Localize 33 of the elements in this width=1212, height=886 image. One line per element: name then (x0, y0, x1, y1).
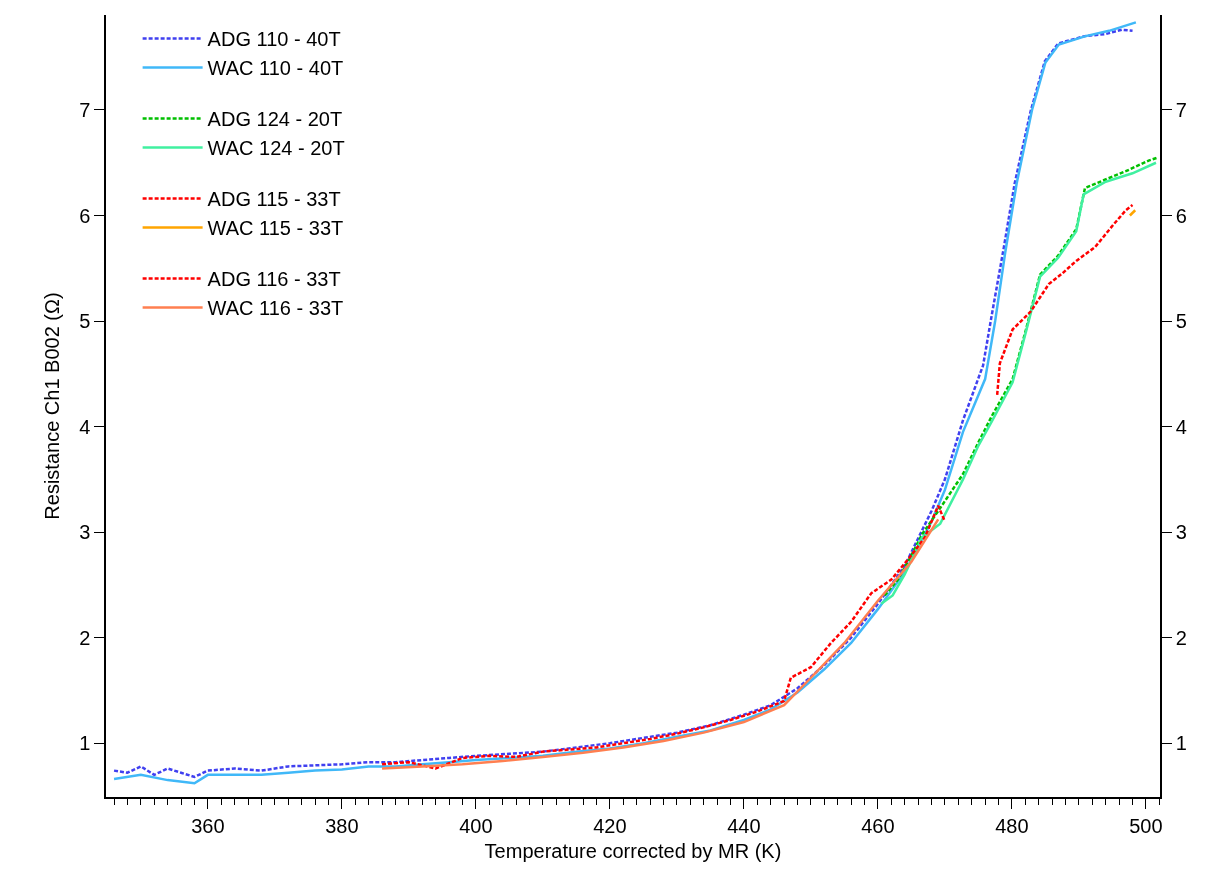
y-tick-label: 1 (79, 732, 91, 755)
y-tick-label: 5 (79, 310, 91, 333)
x-tick-label: 460 (861, 814, 895, 837)
y2-tick-label: 3 (1175, 521, 1187, 544)
x-tick-label: 360 (191, 814, 225, 837)
y2-tick-label: 4 (1175, 415, 1187, 438)
y-tick-label: 6 (79, 204, 91, 227)
y2-tick-label: 1 (1175, 732, 1187, 755)
x-tick-label: 380 (325, 814, 359, 837)
x-tick-label: 480 (995, 814, 1029, 837)
y-tick-label: 4 (79, 415, 91, 438)
x-tick-label: 500 (1129, 814, 1163, 837)
legend-label: WAC 115 - 33T (207, 217, 344, 240)
y-tick-label: 7 (79, 98, 91, 121)
y2-tick-label: 2 (1175, 626, 1187, 649)
legend-label: ADG 116 - 33T (207, 268, 341, 291)
y2-tick-label: 7 (1175, 98, 1187, 121)
legend-label: ADG 115 - 33T (207, 188, 341, 211)
legend-label: WAC 110 - 40T (207, 57, 344, 80)
legend-label: ADG 124 - 20T (207, 108, 343, 131)
y-axis-title: Resistance Ch1 B002 (Ω) (41, 292, 64, 520)
x-tick-label: 400 (459, 814, 493, 837)
x-tick-label: 440 (727, 814, 761, 837)
legend-label: WAC 116 - 33T (207, 297, 344, 320)
y-tick-label: 3 (79, 521, 91, 544)
y2-tick-label: 6 (1175, 204, 1187, 227)
legend-label: WAC 124 - 20T (207, 137, 345, 160)
y2-tick-label: 5 (1175, 310, 1187, 333)
legend-label: ADG 110 - 40T (207, 28, 341, 51)
x-tick-label: 420 (593, 814, 627, 837)
y-tick-label: 2 (79, 626, 91, 649)
x-axis-title: Temperature corrected by MR (K) (484, 839, 782, 862)
line-series (995, 203, 1134, 397)
